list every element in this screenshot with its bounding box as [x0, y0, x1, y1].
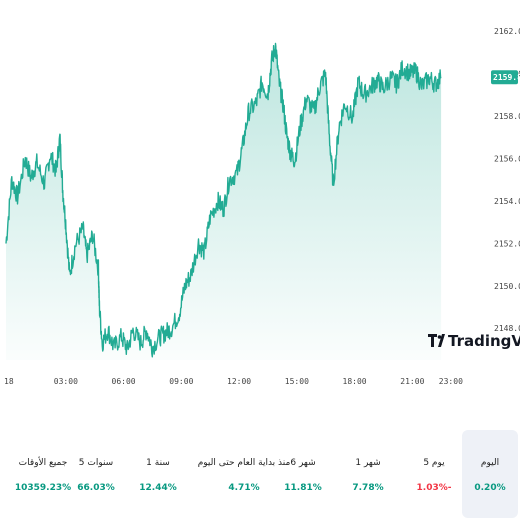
- y-tick-label: 2162.00: [494, 27, 520, 36]
- performance-period-label: 5 يوم: [423, 458, 445, 468]
- performance-period-2[interactable]: 1 شهر 7.78%: [340, 430, 396, 518]
- performance-period-value: 0.20%: [474, 483, 506, 493]
- performance-period-label: اليوم: [480, 458, 500, 468]
- last-price-badge: 2159.83: [491, 70, 520, 85]
- last-price-value: 2159.83: [493, 73, 520, 82]
- x-axis: 18 03:00 06:00 09:00 12:00 15:00 18:00 21:00 23:…: [4, 377, 463, 386]
- tradingview-logo-text: TradingView: [448, 332, 520, 350]
- performance-period-label: 1 سنة: [146, 458, 170, 468]
- performance-period-value: 10359.23%: [14, 483, 72, 493]
- performance-period-3[interactable]: 6 شهر 11.81%: [275, 430, 331, 518]
- last-price-badge-bg: [491, 70, 518, 85]
- y-tick-label: 2158.00: [494, 112, 520, 121]
- performance-period-1[interactable]: 5 يوم 1.03%-: [406, 430, 462, 518]
- x-tick-label: 18:00: [343, 377, 367, 386]
- x-tick-label: 18: [4, 377, 14, 386]
- performance-period-label: 1 شهر: [355, 458, 381, 468]
- x-tick-label: 23:00: [439, 377, 463, 386]
- performance-period-value: 4.71%: [228, 483, 260, 493]
- performance-period-label: 6 شهر: [290, 458, 316, 468]
- y-tick-label: 2154.00: [494, 197, 520, 206]
- performance-period-label: منذ بداية العام حتى اليوم: [197, 458, 291, 468]
- price-area: [6, 43, 442, 361]
- performance-period-label: جميع الأوقات: [18, 458, 68, 468]
- x-tick-label: 03:00: [54, 377, 78, 386]
- performance-period-4[interactable]: منذ بداية العام حتى اليوم 4.71%: [194, 430, 294, 518]
- y-tick-label: 2152.00: [494, 239, 520, 248]
- performance-bar: اليوم 0.20% 5 يوم 1.03%- 1 شهر 7.78% 6 شهر 11.8…: [0, 430, 520, 520]
- performance-period-7[interactable]: جميع الأوقات 10359.23%: [8, 430, 78, 518]
- price-chart[interactable]: 2148.00 2150.00 2152.00 2154.00 2156.00 2158.…: [0, 0, 520, 395]
- x-tick-label: 12:00: [227, 377, 251, 386]
- price-line: [5, 42, 442, 358]
- y-tick-label: 2148.00: [494, 324, 520, 333]
- x-tick-label: 21:00: [400, 377, 424, 386]
- x-tick-label: 15:00: [285, 377, 309, 386]
- price-line-layer: [5, 42, 442, 358]
- performance-period-value: 11.81%: [284, 483, 322, 493]
- x-tick-label: 06:00: [112, 377, 136, 386]
- performance-period-value: 1.03%-: [416, 483, 452, 493]
- performance-period-value: 12.44%: [139, 483, 177, 493]
- performance-period-0[interactable]: اليوم 0.20%: [462, 430, 518, 518]
- tradingview-logo-icon: [428, 334, 445, 347]
- price-area-layer: [6, 43, 442, 361]
- y-tick-label: 2150.00: [494, 282, 520, 291]
- performance-period-label: 5 سنوات: [78, 458, 114, 468]
- x-tick-label: 09:00: [169, 377, 193, 386]
- performance-period-6[interactable]: 5 سنوات 66.03%: [68, 430, 124, 518]
- performance-period-value: 7.78%: [352, 483, 384, 493]
- performance-period-value: 66.03%: [77, 483, 115, 493]
- tradingview-logo[interactable]: TradingView: [428, 332, 520, 350]
- y-tick-label: 2156.00: [494, 155, 520, 164]
- performance-period-5[interactable]: 1 سنة 12.44%: [130, 430, 186, 518]
